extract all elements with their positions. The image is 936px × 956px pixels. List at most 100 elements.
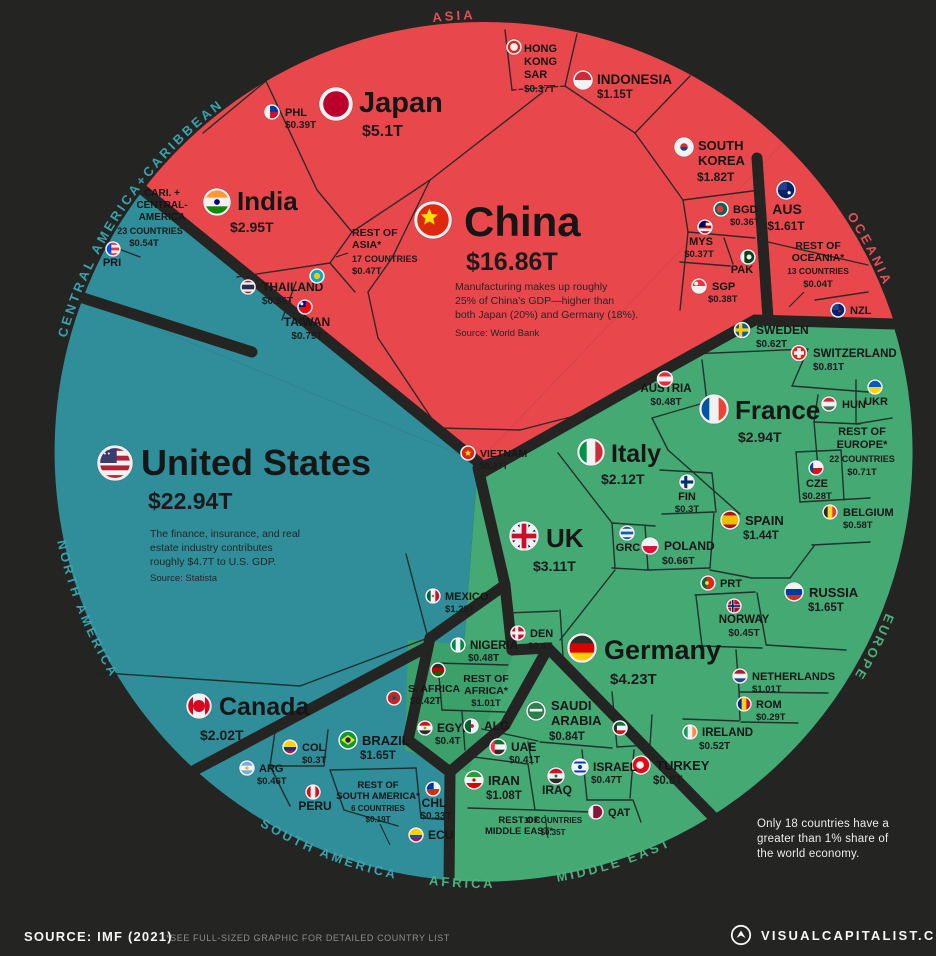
cell-south-africa: S. AFRICA$0.42T <box>408 683 461 707</box>
flag-morocco-icon <box>385 689 403 707</box>
country-name: SGP <box>712 281 735 293</box>
country-name: EUROPE* <box>837 439 888 451</box>
flag-new-zealand-icon <box>829 301 847 319</box>
cell-turkey: TURKEY $0.8T <box>653 758 710 787</box>
flag-greece-icon <box>618 524 636 542</box>
flag-japan-icon <box>318 86 354 122</box>
cell-india: India $2.95T <box>230 186 298 235</box>
cell-iraq: IRAQ <box>542 783 572 797</box>
country-name: PRT <box>720 578 742 590</box>
flag-south-korea-icon <box>673 136 695 158</box>
country-sublabel: 10 COUNTRIES <box>524 816 583 825</box>
region-middle-east <box>446 462 724 882</box>
arc-label-africa: AFRICA <box>428 873 492 891</box>
cell-united-states: United States $22.94T The finance, insuran… <box>141 442 371 584</box>
country-name: ARG <box>259 763 283 775</box>
country-sublabel: 23 COUNTRIES <box>117 226 183 236</box>
country-name: SPAIN <box>745 513 784 528</box>
country-name: SWITZERLAND <box>813 348 897 360</box>
country-name: S. AFRICA <box>408 683 461 695</box>
country-value: $22.94T <box>148 488 232 514</box>
country-name: OCEANIA* <box>792 252 845 264</box>
country-annotation-source: Source: World Bank <box>455 328 540 339</box>
footer-disclaimer: *SEE FULL-SIZED GRAPHIC FOR DETAILED COU… <box>166 933 450 943</box>
cell-italy: Italy $2.12T <box>601 440 661 487</box>
country-value: $0.79T <box>291 331 322 342</box>
flag-romania-icon <box>735 695 753 713</box>
cell-ireland: IRELAND $0.52T <box>699 727 753 752</box>
note-line: greater than 1% share of <box>757 833 889 845</box>
flag-ecuador-icon <box>407 826 425 844</box>
country-value: $1.82T <box>697 170 735 184</box>
cell-netherlands: NETHERLANDS$1.01T <box>752 671 835 695</box>
flag-spain-icon <box>719 509 741 531</box>
cell-spain: SPAIN $1.44T <box>743 513 784 542</box>
country-value: $0.3T <box>302 755 326 766</box>
flag-argentina-icon <box>238 759 256 777</box>
svg-text:AFRICA: AFRICA <box>428 873 495 891</box>
cell-portugal: PRT <box>720 578 742 590</box>
cell-norway: NORWAY $0.45T <box>719 614 770 639</box>
flag-puerto-rico-icon <box>104 240 122 258</box>
cell-mexico: MEXICO$1.29T <box>445 591 489 615</box>
cell-peru: PERU <box>298 799 331 813</box>
arc-label-asia: ASIA <box>431 7 472 25</box>
flag-germany-icon <box>566 632 598 664</box>
country-name: FIN <box>678 491 696 503</box>
country-name: Germany <box>604 635 721 665</box>
country-sublabel: $0.19T <box>366 815 391 824</box>
cell-poland: POLAND $0.66T <box>662 539 715 567</box>
cell-bangladesh: BGD$0.36T <box>730 204 760 228</box>
region-asia <box>143 21 783 462</box>
country-name: REST OF <box>357 780 398 791</box>
country-name: NIGERIA <box>470 640 518 652</box>
flag-hong-kong-sar-icon <box>505 38 523 56</box>
country-name: Canada <box>219 693 310 721</box>
flag-portugal-icon <box>699 574 717 592</box>
country-sublabel: $0.71T <box>847 467 877 478</box>
country-value: $4.23T <box>610 671 657 688</box>
cell-iran: IRAN $1.08T <box>486 773 522 802</box>
flag-thailand-icon <box>239 278 257 296</box>
country-name: MYS <box>689 236 713 248</box>
cell-pakistan: PAK <box>731 264 753 276</box>
note-line: Only 18 countries have a <box>757 818 890 830</box>
country-name: DEN <box>530 628 553 640</box>
flag-norway-icon <box>725 597 743 615</box>
flag-malaysia-icon <box>696 218 714 236</box>
note-text: Only 18 countries have a greater than 1%… <box>757 817 929 862</box>
country-value: $0.66T <box>662 555 695 567</box>
country-value: $1.44T <box>743 530 779 542</box>
cell-malaysia: MYS$0.37T <box>684 236 714 260</box>
country-value: $2.12T <box>601 471 645 487</box>
flag-belgium-icon <box>821 503 839 521</box>
country-name: RUSSIA <box>809 585 859 600</box>
flag-algeria-icon <box>462 717 480 735</box>
country-name: REST OF <box>463 673 509 685</box>
country-name: ARABIA <box>551 713 602 728</box>
country-value: $1.65T <box>360 750 396 762</box>
region-central-america-caribbean <box>83 190 478 462</box>
svg-text:ASIA: ASIA <box>431 7 475 25</box>
cell-germany: Germany $4.23T <box>604 635 721 688</box>
flag-finland-icon <box>678 473 696 491</box>
country-name: France <box>735 395 820 425</box>
country-value: $2.95T <box>230 219 274 235</box>
flag-bangladesh-icon <box>712 200 730 218</box>
country-name: NETHERLANDS <box>752 671 835 683</box>
country-name: GRC <box>616 542 641 554</box>
flag-kenya-icon <box>429 661 447 679</box>
label-pointers <box>335 252 805 846</box>
cell-france: France $2.94T <box>735 395 820 445</box>
sector-gaps <box>77 152 899 890</box>
cell-finland: FIN$0.3T <box>675 491 699 515</box>
country-name: POLAND <box>664 539 715 553</box>
country-name: ASIA* <box>352 239 382 251</box>
country-name: AUS <box>772 201 802 217</box>
cell-uk: UK $3.11T <box>533 523 584 574</box>
